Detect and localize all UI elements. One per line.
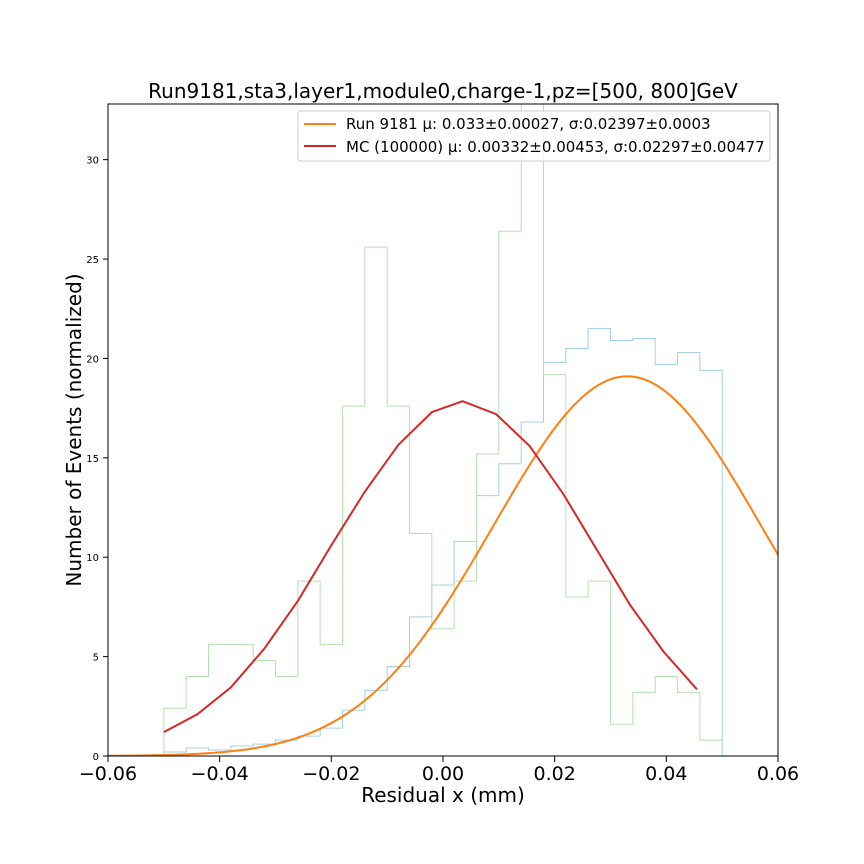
histogram-layer (163, 104, 723, 756)
line-layer (108, 375, 778, 756)
x-axis: −0.06 −0.04 −0.02 0.00 0.02 0.04 0.06 (79, 756, 799, 785)
y-tick-label: 30 (86, 156, 99, 167)
y-axis-label: Number of Events (normalized) (62, 273, 86, 586)
legend-box (297, 110, 771, 162)
x-axis-label: Residual x (mm) (361, 783, 525, 807)
legend-label-mc: MC (100000) μ: 0.00332±0.00453, σ:0.0229… (346, 138, 765, 156)
x-tick-label: 0.04 (645, 763, 687, 785)
x-tick-label: 0.02 (534, 763, 576, 785)
x-tick-label: 0.00 (422, 763, 464, 785)
y-tick-label: 15 (86, 454, 99, 465)
y-tick-label: 10 (86, 553, 99, 564)
y-tick-label: 0 (93, 752, 99, 763)
y-tick-label: 20 (86, 354, 99, 365)
x-tick-label: 0.06 (757, 763, 799, 785)
legend: Run 9181 μ: 0.033±0.00027, σ:0.02397±0.0… (297, 110, 771, 162)
y-tick-label: 5 (93, 653, 99, 664)
x-tick-label: −0.04 (191, 763, 249, 785)
y-tick-label: 25 (86, 255, 99, 266)
series-run-fit (108, 375, 778, 756)
series-mc (163, 400, 698, 734)
histogram-2 (163, 328, 723, 756)
chart-title: Run9181,sta3,layer1,module0,charge-1,pz=… (148, 79, 738, 103)
x-tick-label: −0.06 (79, 763, 137, 785)
x-tick-label: −0.02 (302, 763, 360, 785)
histogram-3 (163, 104, 723, 756)
legend-label-run: Run 9181 μ: 0.033±0.00027, σ:0.02397±0.0… (346, 115, 711, 133)
y-axis: 0 5 10 15 20 25 30 (86, 156, 108, 763)
